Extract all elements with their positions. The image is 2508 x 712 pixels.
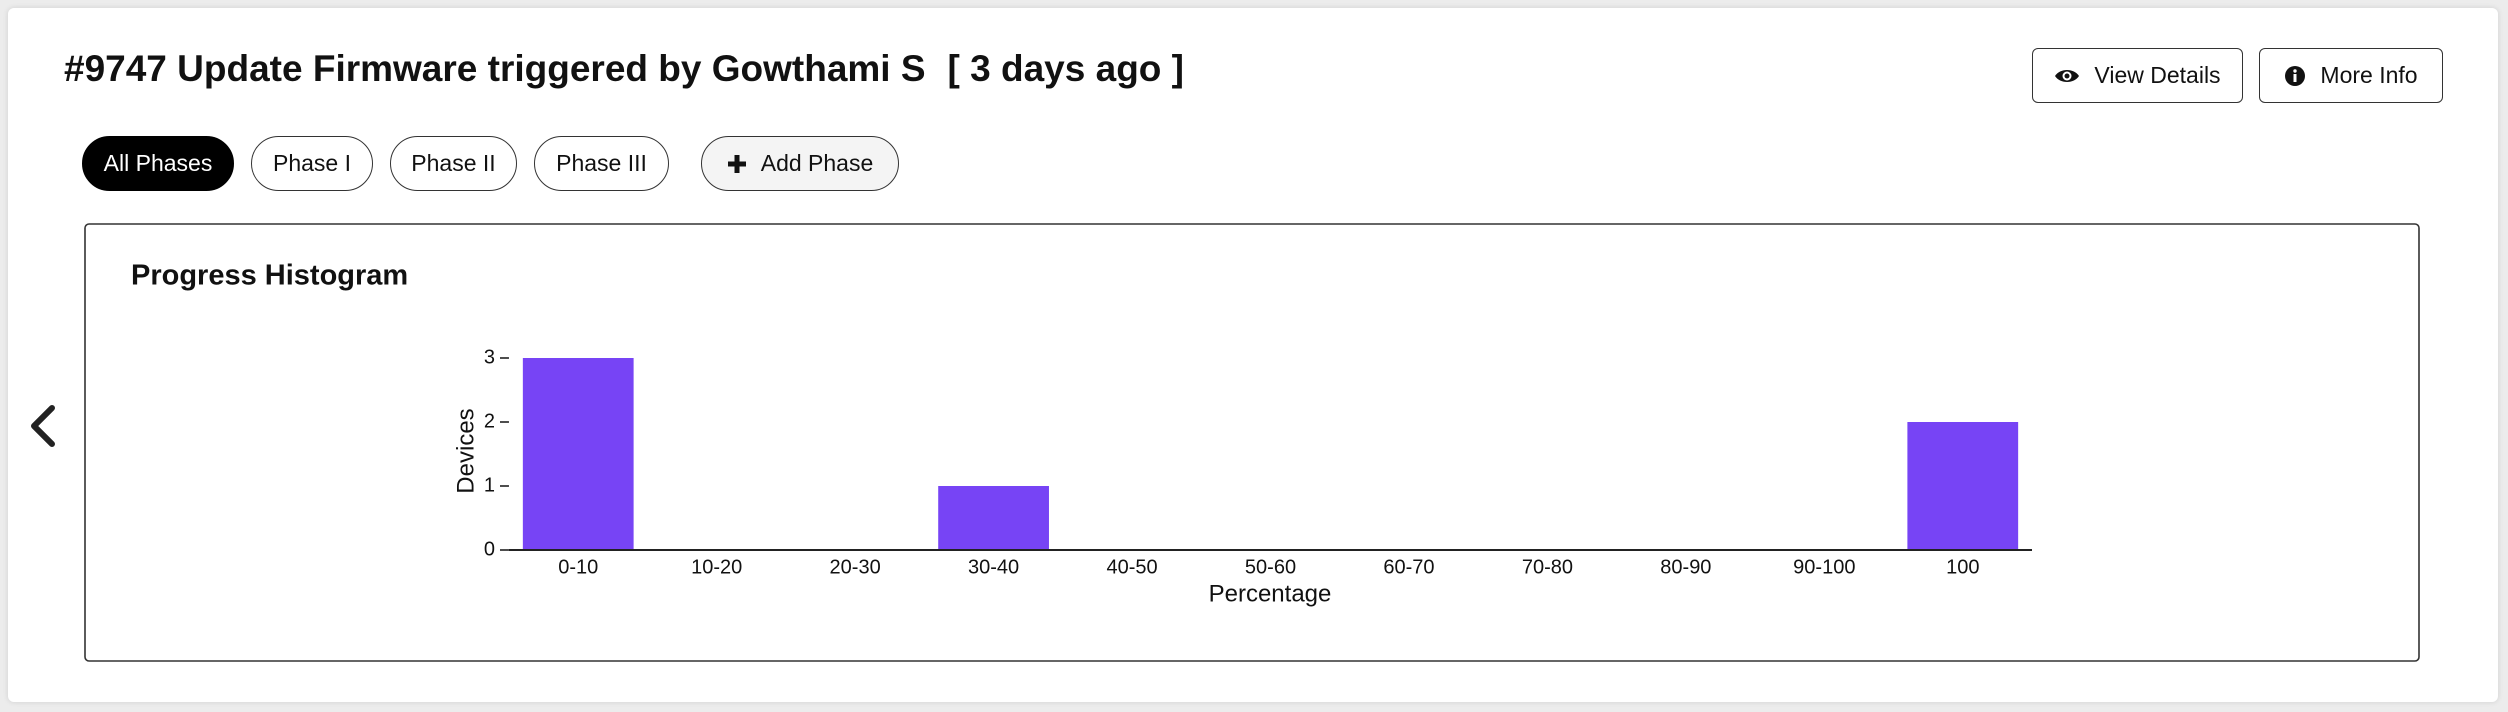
phase-tab[interactable]: All Phases [82,136,234,191]
y-tick-label: 0 [484,538,495,560]
bar [522,358,634,550]
tab-label: All Phases [103,150,213,176]
tab-label: Phase III [556,150,647,176]
x-tick-label: 10-20 [691,556,742,578]
phase-tab[interactable]: Phase I [251,136,373,191]
y-tick-label: 1 [484,474,495,496]
eye-icon [2055,69,2080,82]
y-tick-label: 2 [484,410,495,432]
prev-arrow[interactable] [31,405,55,447]
chart-box [84,223,2420,662]
y-tick-label: 3 [484,346,495,368]
x-tick-label: 20-30 [830,556,881,578]
header-title: #9747 Update Firmware triggered by Gowth… [64,48,1206,90]
info-icon [2285,65,2306,86]
x-tick-label: 90-100 [1793,556,1855,578]
y-axis-title: Devices [452,408,479,493]
tab-label: Phase I [273,150,351,176]
tab-label: Phase II [411,150,496,176]
more-info-button[interactable]: More Info [2259,48,2443,103]
button-label: View Details [2094,62,2221,88]
x-tick-label: 60-70 [1383,556,1434,578]
bar [1907,422,2019,550]
x-tick-label: 30-40 [968,556,1019,578]
button-label: Add Phase [760,150,874,176]
phase-tab[interactable]: Phase III [534,136,669,191]
x-tick-label: 100 [1946,556,1979,578]
add-phase-button[interactable]: Add Phase [701,136,899,191]
x-axis-title: Percentage [1209,580,1332,607]
chart-title: Progress Histogram [131,260,408,292]
phase-tab[interactable]: Phase II [390,136,517,191]
x-tick-label: 40-50 [1106,556,1157,578]
x-tick-label: 0-10 [558,556,598,578]
view-details-button[interactable]: View Details [2032,48,2243,103]
bar [938,486,1049,550]
title-text: #9747 Update Firmware triggered by Gowth… [64,48,926,89]
plus-icon [727,154,746,173]
x-tick-label: 70-80 [1522,556,1573,578]
button-label: More Info [2320,62,2418,88]
title-time: [ 3 days ago ] [947,48,1184,89]
x-tick-label: 50-60 [1245,556,1296,578]
x-tick-label: 80-90 [1660,556,1711,578]
